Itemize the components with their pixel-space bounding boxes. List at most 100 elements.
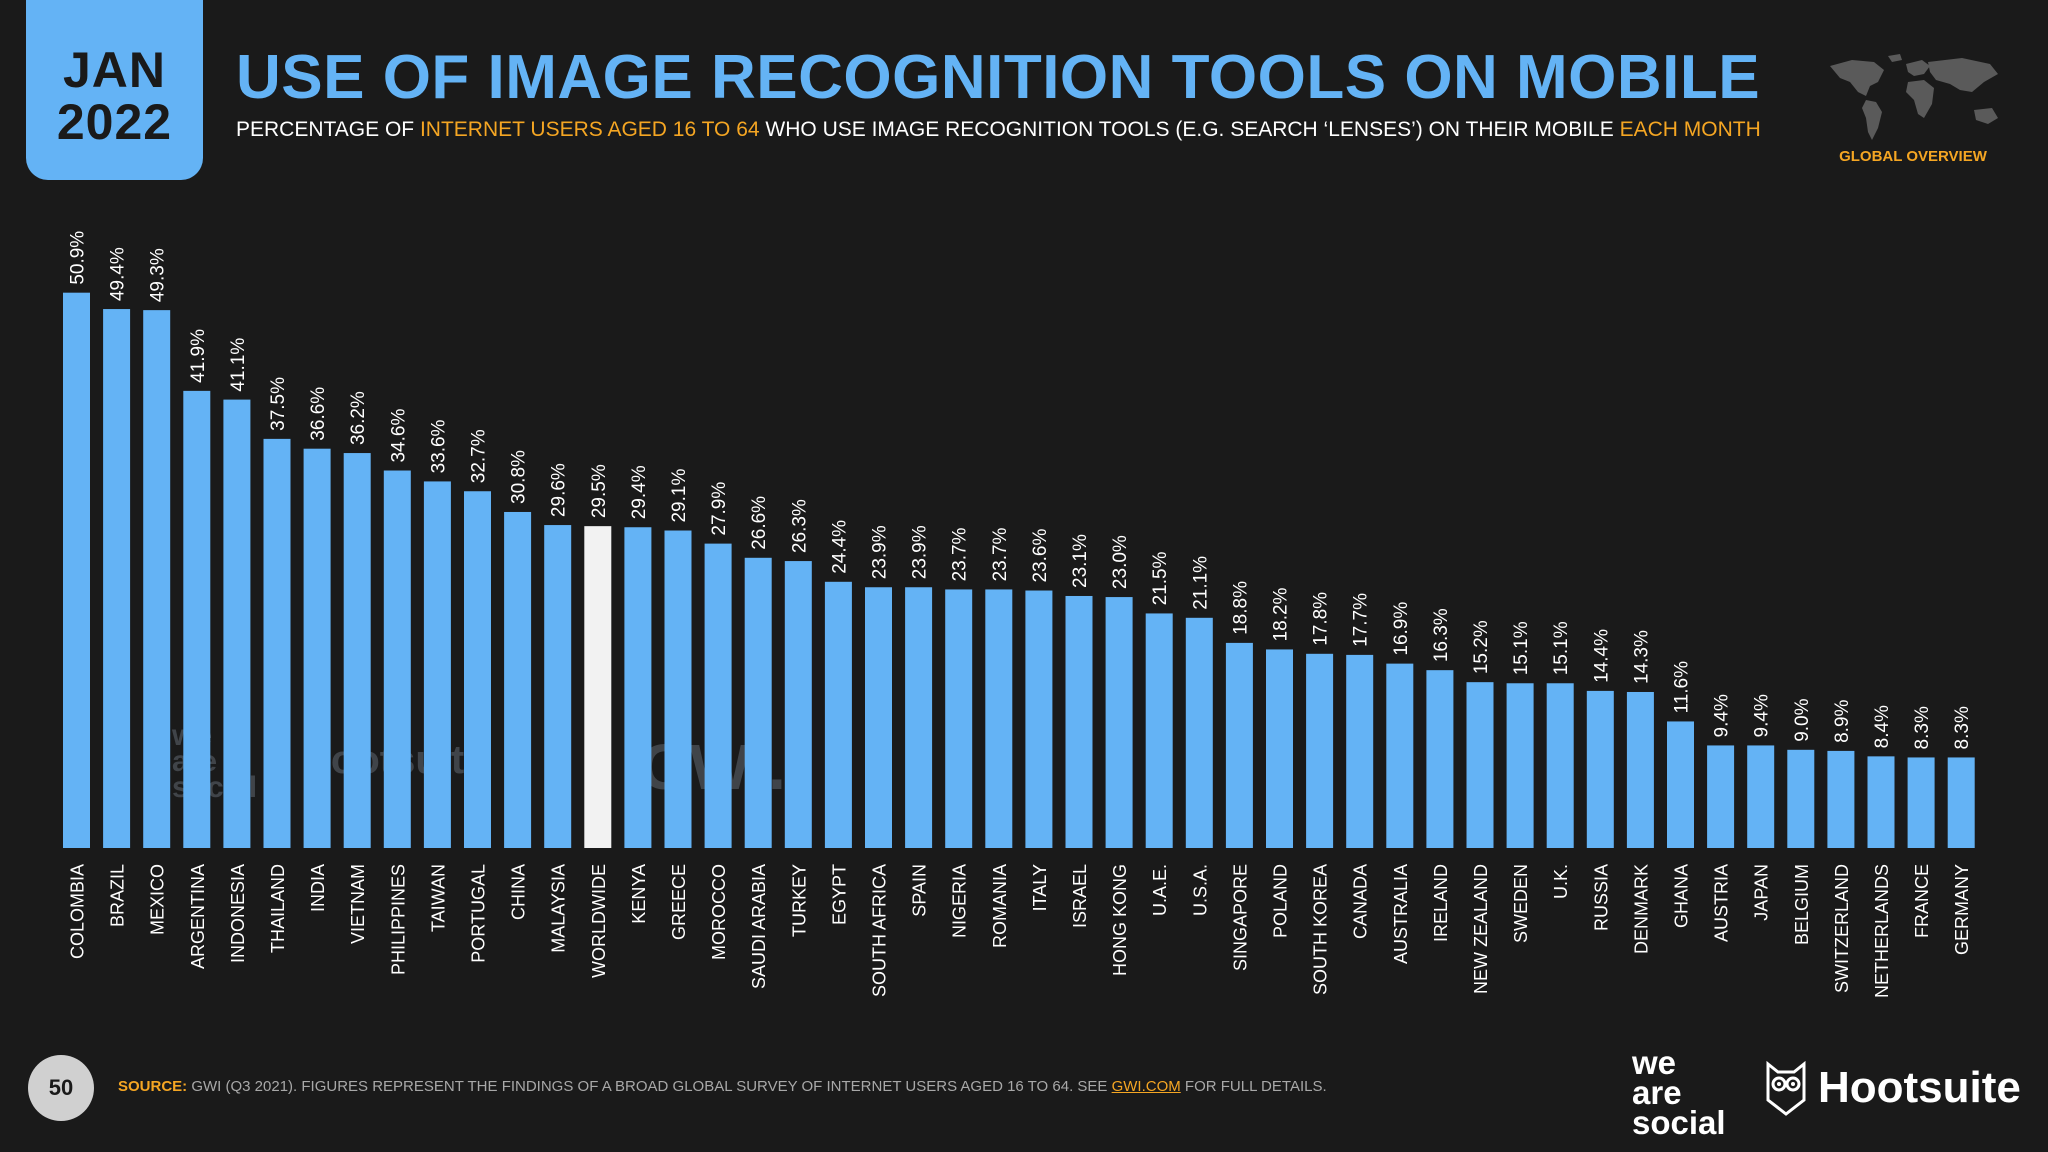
category-label: TURKEY [789, 864, 809, 937]
date-year: 2022 [56, 94, 173, 150]
bar-singapore [1225, 642, 1253, 848]
category-label: CANADA [1351, 864, 1371, 939]
hootsuite-wordmark: Hootsuite [1818, 1063, 2021, 1112]
bar-switzerland [1827, 750, 1855, 848]
bar-hong-kong [1105, 597, 1133, 848]
category-label: NETHERLANDS [1872, 864, 1892, 998]
category-label: BELGIUM [1792, 864, 1812, 945]
category-label: SPAIN [910, 864, 930, 917]
logo-social: social [1632, 1104, 1726, 1141]
category-label: BRAZIL [108, 864, 128, 927]
value-label: 41.1% [228, 338, 249, 392]
category-label: WORLDWIDE [589, 864, 609, 978]
value-label: 49.4% [108, 247, 129, 301]
value-label: 8.3% [1912, 706, 1933, 749]
value-label: 30.8% [509, 450, 530, 504]
bar-france [1907, 757, 1935, 848]
category-label: JAPAN [1752, 864, 1772, 921]
subtitle-highlight-2: EACH MONTH [1619, 118, 1761, 141]
value-label: 29.1% [669, 469, 690, 523]
category-label: GERMANY [1952, 864, 1972, 955]
bar-poland [1266, 649, 1293, 848]
subtitle-text-2: WHO USE IMAGE RECOGNITION TOOLS (E.G. SE… [759, 118, 1620, 141]
bar-thailand [263, 438, 291, 848]
value-label: 24.4% [829, 520, 850, 574]
source-note: SOURCE: GWI (Q3 2021). FIGURES REPRESENT… [118, 1078, 1327, 1095]
bar-canada [1346, 654, 1374, 848]
value-label: 9.0% [1792, 698, 1813, 741]
bar-russia [1586, 690, 1614, 848]
bar-morocco [704, 543, 732, 848]
value-label: 23.7% [990, 527, 1011, 581]
bar-ireland [1426, 670, 1454, 848]
category-label: INDIA [308, 864, 328, 912]
bar-kenya [624, 527, 652, 848]
category-label: SAUDI ARABIA [749, 864, 769, 989]
chart-bars [63, 292, 1975, 849]
value-label: 14.4% [1591, 629, 1612, 683]
subtitle-highlight-1: INTERNET USERS AGED 16 TO 64 [419, 118, 760, 141]
bar-romania [985, 589, 1013, 848]
bar-brazil [103, 309, 131, 848]
category-label: FRANCE [1912, 864, 1932, 938]
category-label: AUSTRIA [1712, 864, 1732, 942]
category-label: ITALY [1030, 864, 1050, 911]
bar-u-k [1546, 683, 1574, 848]
category-label: ISRAEL [1070, 864, 1090, 928]
category-label: DENMARK [1631, 864, 1651, 954]
value-label: 18.8% [1230, 581, 1251, 635]
bar-china [504, 511, 532, 848]
bar-worldwide [584, 526, 612, 848]
category-label: GREECE [669, 864, 689, 940]
value-label: 16.3% [1431, 608, 1452, 662]
bar-belgium [1787, 749, 1815, 848]
value-label: 23.6% [1030, 529, 1051, 583]
value-label: 29.6% [549, 463, 570, 517]
source-text: GWI (Q3 2021). FIGURES REPRESENT THE FIN… [187, 1078, 1112, 1095]
value-label: 15.2% [1471, 620, 1492, 674]
category-label: VIETNAM [348, 864, 368, 944]
value-label: 50.9% [68, 231, 89, 285]
value-label: 14.3% [1631, 630, 1652, 684]
category-label: THAILAND [268, 864, 288, 953]
we-are-social-logo: we are social [1632, 1046, 1726, 1141]
bar-sweden [1506, 683, 1534, 848]
source-label: SOURCE: [118, 1078, 188, 1095]
bar-australia [1386, 663, 1414, 848]
bar-south-africa [865, 587, 892, 848]
bar-philippines [383, 470, 411, 848]
value-label: 37.5% [268, 377, 289, 431]
bar-argentina [183, 390, 211, 848]
category-label: NIGERIA [950, 864, 970, 938]
source-tail: FOR FULL DETAILS. [1180, 1078, 1327, 1095]
category-label: AUSTRALIA [1391, 864, 1411, 964]
page-title: USE OF IMAGE RECOGNITION TOOLS ON MOBILE [236, 43, 1761, 112]
value-label: 23.9% [910, 525, 931, 579]
category-label: IRELAND [1431, 864, 1451, 942]
value-label: 29.5% [589, 464, 610, 518]
bar-italy [1025, 590, 1053, 848]
value-label: 8.9% [1832, 699, 1853, 742]
value-label: 21.5% [1150, 551, 1171, 605]
value-label: 23.9% [870, 525, 891, 579]
category-label: U.S.A. [1190, 864, 1210, 916]
global-overview-label: GLOBAL OVERVIEW [1839, 148, 1987, 165]
category-label: INDONESIA [228, 864, 248, 963]
bar-u-s-a [1185, 617, 1213, 848]
category-label: PHILIPPINES [388, 864, 408, 975]
value-label: 9.4% [1712, 694, 1733, 737]
subtitle-text-1: PERCENTAGE OF [236, 118, 420, 141]
bar-taiwan [423, 481, 451, 848]
bar-malaysia [544, 525, 572, 848]
category-label: EGYPT [829, 864, 849, 925]
category-label: U.A.E. [1150, 864, 1170, 916]
category-label: HONG KONG [1110, 864, 1130, 976]
world-map-icon [1830, 54, 1998, 140]
source-link[interactable]: GWI.COM [1111, 1078, 1181, 1095]
category-label: SINGAPORE [1230, 864, 1250, 971]
bar-netherlands [1867, 756, 1895, 848]
value-label: 11.6% [1672, 661, 1693, 714]
value-label: 32.7% [469, 429, 490, 483]
bar-greece [664, 530, 692, 848]
value-label: 49.3% [148, 248, 169, 302]
